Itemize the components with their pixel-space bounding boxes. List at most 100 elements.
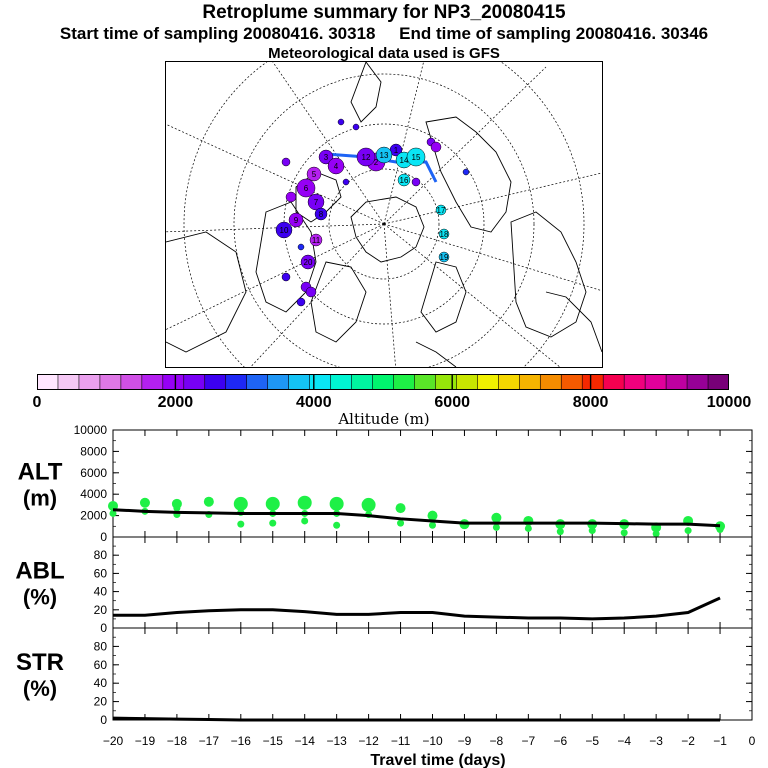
plume-day-label: 5 [312, 170, 317, 179]
plume-centroid-marker [438, 228, 450, 240]
altitude-cluster-point [171, 498, 182, 509]
latitude-circle [328, 168, 440, 280]
colorbar-swatch [687, 374, 709, 390]
colorbar-swatch [708, 374, 729, 390]
plume-day-label: 20 [304, 258, 313, 267]
plume-day-label: 8 [319, 210, 324, 219]
colorbar-swatch [582, 374, 604, 390]
plume-centroid-marker [309, 233, 323, 247]
particle-dot [352, 123, 360, 131]
altitude-cluster-point [141, 507, 149, 515]
colorbar-swatch [78, 374, 101, 390]
plume-day-label: 9 [294, 216, 299, 225]
meridian-line [383, 62, 424, 225]
y-tick-label: 2000 [80, 509, 107, 523]
altitude-cluster-point [716, 526, 724, 534]
particle-dot [430, 141, 442, 153]
plume-centroid-marker [306, 166, 322, 182]
colorbar-swatch [246, 374, 269, 390]
x-tick-label: −5 [585, 734, 599, 748]
y-tick-label: 0 [100, 621, 107, 635]
x-tick-label: −12 [358, 734, 379, 748]
panel-frame [112, 429, 753, 538]
altitude-cluster-point [265, 496, 280, 511]
series-line-alt [112, 508, 721, 528]
colorbar-tick-label: 6000 [434, 394, 470, 411]
meridian-line [383, 66, 547, 225]
altitude-cluster-point [459, 519, 470, 530]
altitude-cluster-point [524, 524, 532, 532]
particle-dot [462, 168, 470, 176]
x-tick-label: −4 [617, 734, 631, 748]
x-tick-label: −15 [263, 734, 284, 748]
altitude-cluster-point [620, 529, 628, 537]
colorbar-swatch [330, 374, 353, 390]
altitude-cluster-point [588, 527, 596, 535]
y-tick-label: 0 [100, 713, 107, 727]
polar-map: 1 2 3 4 5 6 7 8 9 10 11 12 13 14 15 16 17 18 19 20 [165, 61, 603, 368]
altitude-cluster-point [429, 521, 436, 529]
colorbar-swatch [540, 374, 562, 390]
panel-ylabel: STR [16, 649, 64, 676]
x-tick-label: −8 [490, 734, 504, 748]
altitude-cluster-point [333, 509, 341, 517]
altitude-cluster-point [297, 495, 312, 510]
y-tick-label: 4000 [80, 487, 107, 501]
siberia-coast [425, 116, 512, 233]
altitude-cluster-point [715, 521, 726, 532]
plume-centroid-marker [300, 254, 316, 270]
colorbar-swatch [120, 374, 143, 390]
colorbar-swatch [267, 374, 290, 390]
plume-day-label: 6 [304, 184, 309, 193]
plume-centroid-marker [356, 147, 376, 167]
plume-day-label: 19 [440, 253, 449, 262]
altitude-cluster-point [492, 523, 500, 531]
plume-centroid-marker [275, 221, 293, 239]
particle-dot [342, 178, 350, 186]
altitude-cluster-point [619, 519, 630, 530]
particle-dot [305, 286, 317, 298]
x-tick-label: −14 [295, 734, 316, 748]
meridian-line [250, 223, 385, 367]
colorbar-swatch [37, 374, 59, 390]
kamchatka-coast [350, 62, 382, 123]
altitude-cluster-point [329, 496, 344, 511]
scandinavia-coast [510, 211, 587, 338]
altitude-cluster-point [684, 527, 692, 535]
altitude-cluster-point [587, 519, 598, 530]
altitude-cluster-point [233, 496, 248, 511]
colorbar-swatch [414, 374, 436, 390]
altitude-cluster-point [108, 500, 118, 511]
colorbar-swatch [603, 374, 625, 390]
particle-dot [411, 177, 421, 187]
altitude-cluster-point [205, 511, 213, 519]
colorbar-tick-label: 2000 [157, 394, 194, 411]
colorbar-swatch [561, 374, 583, 390]
colorbar-swatch [309, 374, 332, 390]
altitude-cluster-point [237, 520, 245, 528]
panel-ylabel-unit: (%) [23, 676, 57, 701]
altitude-cluster-point [269, 509, 277, 517]
uk-coast [545, 291, 602, 353]
x-tick-label: −3 [649, 734, 663, 748]
hudson-coast [310, 261, 367, 343]
colorbar-swatch [498, 374, 520, 390]
x-tick-label: −11 [391, 734, 411, 748]
x-tick-label: −18 [167, 734, 188, 748]
plume-centroid-marker [327, 157, 345, 175]
altitude-cluster-point [361, 497, 376, 512]
plume-day-label: 17 [437, 206, 446, 215]
y-tick-label: 40 [94, 585, 108, 599]
start-time-label: Start time of sampling 20080416. 30318 [59, 24, 376, 43]
panel-ylabel-unit: (%) [23, 585, 57, 610]
meridian-line [383, 223, 602, 292]
altitude-cluster-point [651, 522, 662, 533]
panel-ylabel: ABL [15, 558, 64, 585]
end-time-label: End time of sampling 20080416. 30346 [399, 24, 709, 43]
altitude-cluster-point [491, 512, 502, 523]
y-tick-label: 0 [100, 530, 107, 544]
plume-centroid-marker [375, 146, 393, 164]
y-tick-label: 60 [94, 658, 108, 672]
colorbar-swatch [435, 374, 457, 390]
